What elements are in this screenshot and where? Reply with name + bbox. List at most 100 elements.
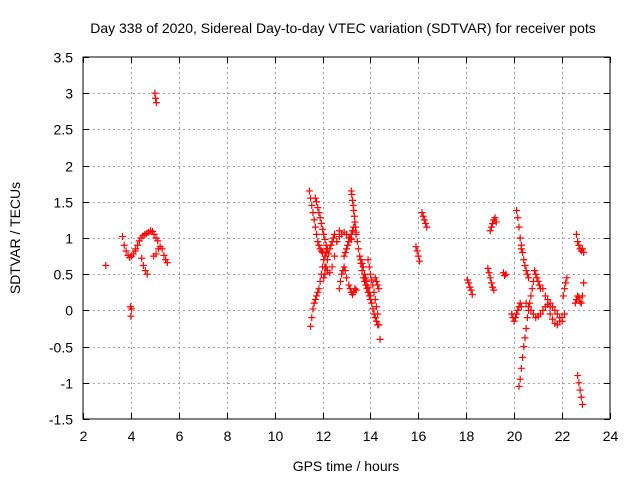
data-point	[419, 212, 427, 220]
data-point	[352, 230, 360, 238]
data-point	[321, 235, 329, 243]
data-point	[553, 310, 561, 318]
x-tick-label: 18	[459, 428, 475, 444]
data-point	[515, 223, 523, 231]
data-point	[467, 286, 475, 294]
data-point	[527, 292, 535, 300]
data-point	[522, 267, 530, 275]
x-tick-labels: 2 4 6 8 10 12 14 16 18 20 22 24	[80, 428, 619, 444]
data-point	[138, 254, 146, 262]
data-point	[309, 209, 317, 217]
data-point	[575, 241, 583, 249]
data-point	[523, 314, 531, 322]
x-tick-label: 6	[176, 428, 184, 444]
data-point	[413, 247, 421, 255]
data-point	[574, 372, 582, 380]
data-point	[309, 305, 317, 313]
y-tick-label: 2	[65, 159, 73, 175]
data-point	[577, 299, 585, 307]
data-point	[359, 263, 367, 271]
data-point	[374, 281, 382, 289]
data-point	[350, 206, 358, 214]
data-point	[127, 312, 135, 320]
data-point	[492, 218, 500, 226]
data-point	[356, 252, 364, 260]
data-point	[326, 245, 334, 253]
data-point	[317, 220, 325, 228]
data-point	[490, 286, 498, 294]
data-point	[487, 223, 495, 231]
x-tick-label: 12	[316, 428, 332, 444]
data-point	[331, 252, 339, 260]
data-point	[525, 274, 533, 282]
data-point	[128, 305, 136, 313]
y-tick-label: 0	[65, 303, 73, 319]
data-point	[375, 321, 383, 329]
x-tick-label: 20	[507, 428, 523, 444]
data-point	[319, 225, 327, 233]
data-point	[423, 223, 431, 231]
data-point	[516, 234, 524, 242]
data-point	[316, 214, 324, 222]
data-point	[369, 305, 377, 313]
data-point	[520, 256, 528, 264]
data-point	[307, 322, 315, 330]
data-point	[529, 310, 537, 318]
data-point	[320, 230, 328, 238]
data-point	[519, 248, 527, 256]
data-point	[338, 270, 346, 278]
data-point	[163, 259, 171, 267]
data-point	[348, 191, 356, 199]
data-point	[376, 335, 384, 343]
data-point	[549, 315, 557, 323]
data-point	[363, 277, 371, 285]
data-point	[513, 206, 521, 214]
y-tick-label: 3	[65, 86, 73, 102]
data-point	[468, 290, 476, 298]
data-point	[485, 269, 493, 277]
data-point	[364, 283, 372, 291]
data-point	[323, 256, 331, 264]
data-point	[160, 251, 168, 259]
data-point	[366, 270, 374, 278]
x-tick-label: 4	[128, 428, 136, 444]
data-point	[357, 256, 365, 264]
data-point	[559, 292, 567, 300]
data-point	[489, 220, 497, 228]
data-point	[533, 274, 541, 282]
data-point	[150, 230, 158, 238]
data-point	[502, 270, 510, 278]
x-tick-label: 14	[363, 428, 379, 444]
data-point	[346, 234, 354, 242]
data-point	[486, 227, 494, 235]
data-point	[513, 310, 521, 318]
data-point	[321, 263, 329, 271]
data-point	[360, 270, 368, 278]
data-point	[119, 233, 127, 241]
data-point	[414, 252, 422, 260]
data-point	[311, 296, 319, 304]
data-point	[571, 299, 579, 307]
data-point	[578, 245, 586, 253]
data-point	[313, 292, 321, 300]
data-point	[362, 274, 370, 282]
data-point	[520, 343, 528, 351]
data-point	[537, 310, 545, 318]
data-point	[420, 216, 428, 224]
data-point	[134, 241, 142, 249]
data-point	[366, 292, 374, 300]
data-point	[311, 194, 319, 202]
data-point	[535, 281, 543, 289]
data-point	[412, 243, 420, 251]
data-point	[371, 274, 379, 282]
data-point	[358, 267, 366, 275]
data-point	[553, 321, 561, 329]
data-point	[519, 353, 527, 361]
data-point	[320, 274, 328, 282]
data-point	[328, 263, 336, 271]
data-point	[375, 285, 383, 293]
data-point	[351, 218, 359, 226]
data-point	[371, 314, 379, 322]
data-point	[315, 285, 323, 293]
